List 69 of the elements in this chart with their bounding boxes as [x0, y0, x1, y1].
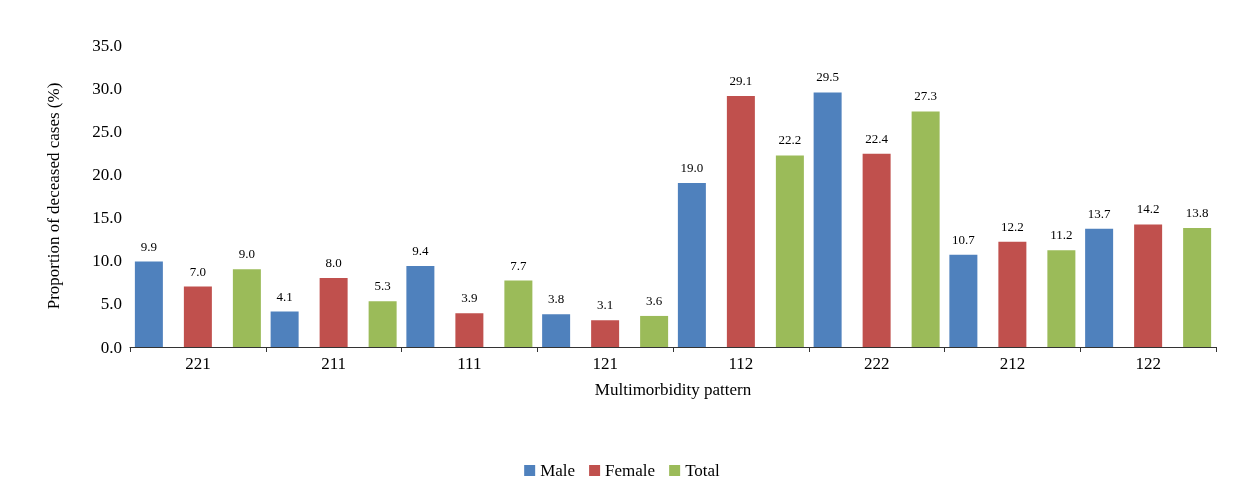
bar	[591, 320, 620, 347]
data-label: 12.2	[1001, 218, 1024, 234]
bar	[726, 95, 755, 347]
x-tick-label: 121	[592, 354, 618, 373]
bar	[542, 314, 571, 347]
data-label: 9.9	[140, 238, 157, 254]
y-axis-title: Proportion of deceased cases (%)	[44, 82, 63, 310]
data-label: 3.1	[597, 297, 614, 313]
data-label: 29.5	[816, 69, 839, 85]
bar	[677, 183, 706, 347]
data-label: 14.2	[1136, 201, 1160, 217]
bar	[862, 153, 891, 347]
data-label: 3.8	[548, 291, 565, 307]
y-tick-label: 10.0	[92, 251, 122, 271]
data-label: 8.0	[325, 254, 342, 270]
data-label: 22.2	[778, 132, 802, 148]
bar	[911, 111, 940, 347]
bar	[1047, 250, 1076, 347]
x-tick-label: 111	[457, 354, 482, 373]
bar	[455, 313, 484, 347]
data-label: 19.0	[680, 160, 704, 176]
bar	[134, 261, 163, 347]
bar	[270, 311, 299, 347]
legend-label: Male	[540, 461, 576, 480]
data-label: 9.4	[412, 242, 429, 258]
data-label: 11.2	[1050, 227, 1073, 243]
data-label: 10.7	[952, 231, 976, 247]
bar	[232, 269, 261, 347]
legend-label: Female	[605, 461, 656, 480]
x-tick-label: 211	[321, 354, 347, 373]
bar	[319, 277, 348, 347]
x-tick-label: 112	[728, 354, 754, 373]
bar	[813, 92, 842, 347]
bar	[1085, 228, 1114, 347]
data-label: 22.4	[865, 130, 889, 146]
x-tick-label: 221	[185, 354, 211, 373]
y-tick-label: 5.0	[100, 294, 122, 314]
bar	[998, 241, 1027, 347]
bar	[949, 254, 978, 347]
x-axis-title: Multimorbidity pattern	[594, 380, 752, 399]
y-tick-label: 25.0	[92, 121, 122, 141]
data-label: 5.3	[374, 278, 391, 294]
data-label: 3.9	[461, 290, 478, 306]
data-label: 13.7	[1087, 205, 1111, 221]
y-tick-label: 20.0	[92, 164, 122, 184]
bar	[640, 315, 669, 347]
data-label: 4.1	[276, 288, 293, 304]
bar	[1134, 224, 1163, 347]
y-tick-label: 15.0	[92, 208, 122, 228]
data-label: 7.7	[510, 257, 527, 273]
bar	[368, 301, 397, 347]
data-label: 27.3	[914, 88, 937, 104]
data-label: 9.0	[238, 246, 255, 262]
data-label: 13.8	[1185, 204, 1209, 220]
data-label: 3.6	[646, 292, 663, 308]
y-tick-label: 30.0	[92, 78, 122, 98]
y-tick-label: 35.0	[92, 35, 122, 55]
y-tick-label: 0.0	[100, 337, 122, 357]
bar	[183, 286, 212, 347]
x-tick-label: 122	[1135, 354, 1161, 373]
data-label: 29.1	[729, 72, 753, 88]
legend-label: Total	[685, 461, 721, 480]
bar	[406, 265, 435, 347]
data-label: 7.0	[189, 263, 206, 279]
bar	[775, 155, 804, 347]
bar	[1183, 227, 1212, 347]
bar	[504, 280, 533, 347]
x-tick-label: 212	[999, 354, 1026, 373]
x-tick-label: 222	[863, 354, 890, 373]
